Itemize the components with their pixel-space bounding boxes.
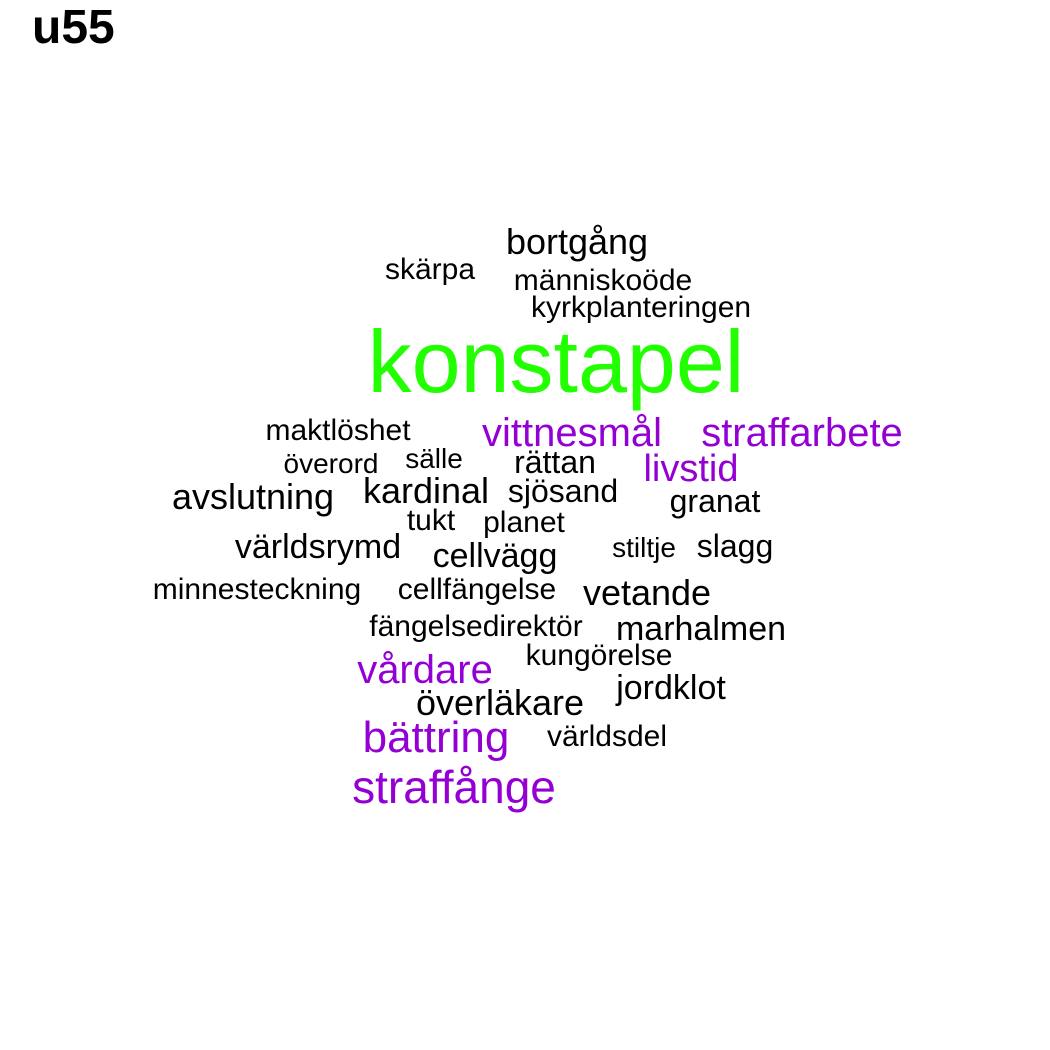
word-vittnesmal: vittnesmål	[481, 411, 663, 455]
word-marhalmen: marhalmen	[615, 610, 787, 648]
word-minnesteckning: minnesteckning	[152, 573, 362, 606]
word-straffarbete: straffarbete	[701, 411, 903, 455]
word-overlakare: överläkare	[415, 682, 585, 723]
word-cellvagg: cellvägg	[432, 537, 558, 575]
word-kardinal: kardinal	[362, 470, 490, 511]
word-sjosand: sjösand	[507, 473, 619, 509]
word-maktloshet: maktlöshet	[265, 414, 411, 447]
word-granat: granat	[669, 483, 761, 519]
word-vetande: vetande	[582, 572, 712, 613]
word-overord: överord	[283, 448, 379, 479]
word-stiltje: stiltje	[612, 532, 676, 563]
word-varldsdel: världsdel	[546, 720, 668, 753]
word-avslutning: avslutning	[171, 476, 335, 517]
word-rattan: rättan	[514, 444, 596, 480]
word-planet: planet	[483, 506, 565, 539]
plot-title: u55	[32, 1, 115, 54]
word-tukt: tukt	[406, 504, 456, 537]
word-slagg: slagg	[696, 528, 774, 564]
word-salle: sälle	[405, 443, 463, 474]
word-fangelsedirektor: fängelsedirektör	[369, 610, 583, 643]
word-kungorelse: kungörelse	[525, 639, 673, 672]
word-straffange: straffånge	[352, 761, 556, 813]
word-vardare: vårdare	[357, 648, 493, 692]
word-livstid: livstid	[643, 448, 739, 490]
word-konstapel: konstapel	[367, 312, 745, 411]
word-cellfangelse: cellfängelse	[397, 573, 557, 606]
word-battring: bättring	[362, 713, 510, 762]
word-skarpa: skärpa	[384, 253, 476, 286]
word-jordklot: jordklot	[616, 669, 726, 707]
word-manniskoode: människoöde	[513, 264, 693, 297]
word-kyrkplanteringen: kyrkplanteringen	[530, 291, 752, 324]
word-bortgang: bortgång	[505, 221, 649, 262]
word-varldsrymd: världsrymd	[234, 528, 402, 566]
